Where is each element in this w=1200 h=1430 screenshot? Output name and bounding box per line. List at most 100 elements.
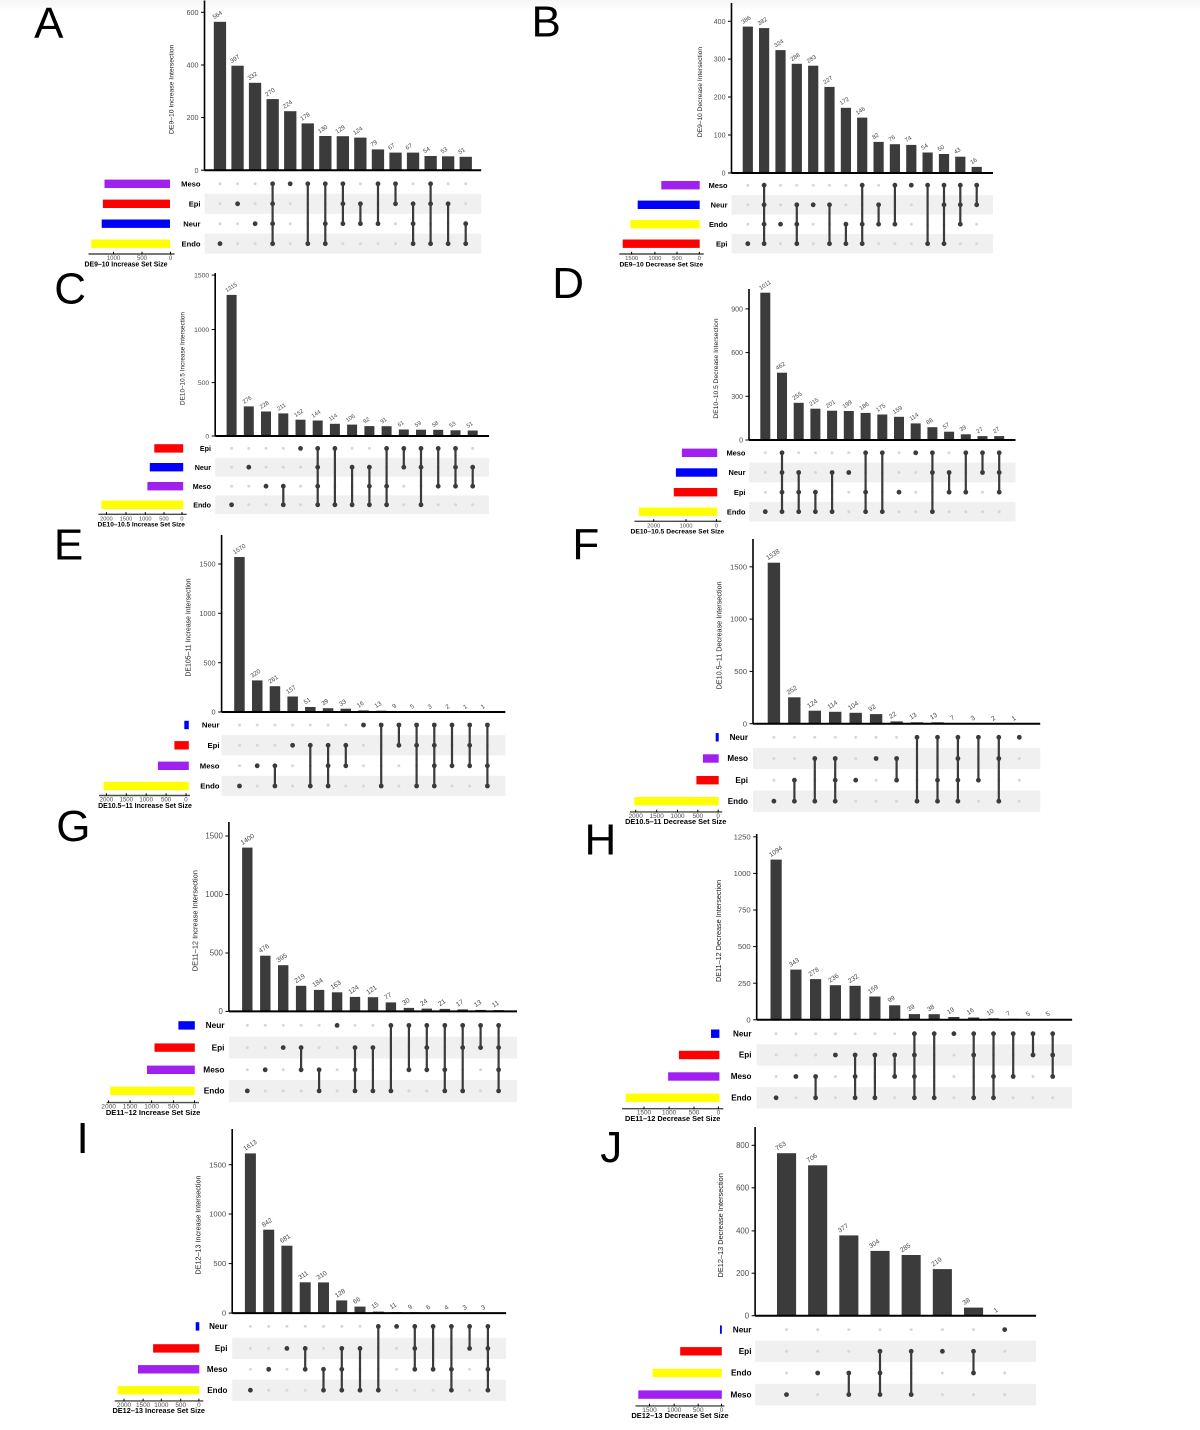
svg-text:106: 106 (345, 414, 356, 424)
svg-text:300: 300 (714, 57, 726, 64)
svg-text:400: 400 (736, 1227, 750, 1236)
svg-text:4: 4 (443, 1304, 450, 1312)
svg-text:1000: 1000 (139, 797, 153, 804)
svg-text:1000: 1000 (139, 516, 152, 522)
svg-text:Neur: Neur (730, 733, 749, 742)
svg-text:51: 51 (457, 146, 467, 156)
svg-text:1000: 1000 (205, 890, 223, 899)
svg-text:DE10–10.5 Decrease Intersectio: DE10–10.5 Decrease Intersection (713, 318, 720, 418)
svg-text:278: 278 (808, 966, 821, 978)
svg-text:1500: 1500 (120, 797, 134, 804)
svg-text:7: 7 (1005, 1010, 1012, 1018)
svg-text:Endo: Endo (193, 502, 211, 510)
svg-text:Endo: Endo (204, 1086, 225, 1096)
svg-text:DE12–13 Increase Intersection: DE12–13 Increase Intersection (194, 1175, 203, 1274)
svg-text:157: 157 (285, 684, 298, 696)
svg-text:320: 320 (250, 668, 263, 680)
svg-text:500: 500 (738, 942, 751, 951)
svg-text:1000: 1000 (144, 1104, 159, 1111)
svg-text:500: 500 (168, 1104, 179, 1111)
svg-text:175: 175 (875, 403, 887, 414)
svg-text:Neur: Neur (183, 219, 200, 228)
svg-text:400: 400 (187, 61, 199, 70)
svg-text:104: 104 (847, 700, 860, 712)
svg-text:500: 500 (693, 1407, 704, 1414)
svg-text:2000: 2000 (629, 813, 644, 820)
svg-text:1: 1 (1011, 715, 1018, 723)
svg-text:17: 17 (455, 999, 465, 1009)
svg-text:386: 386 (741, 15, 753, 26)
svg-text:750: 750 (738, 906, 751, 915)
svg-text:7: 7 (949, 714, 956, 722)
svg-text:1000: 1000 (670, 813, 685, 820)
svg-text:1: 1 (462, 703, 469, 711)
svg-text:11: 11 (491, 999, 501, 1009)
svg-text:39: 39 (959, 424, 968, 433)
svg-text:I: I (77, 1114, 89, 1163)
svg-text:0: 0 (197, 1402, 201, 1409)
svg-text:215: 215 (809, 397, 821, 408)
svg-text:51: 51 (303, 696, 313, 706)
svg-text:DE11–12 Decrease Set Size: DE11–12 Decrease Set Size (625, 1114, 720, 1123)
svg-text:288: 288 (790, 52, 802, 63)
svg-text:DE10–10.5 Increase Set Size: DE10–10.5 Increase Set Size (98, 522, 186, 529)
svg-text:2: 2 (444, 703, 451, 711)
svg-text:16: 16 (966, 1007, 976, 1017)
svg-text:310: 310 (316, 1270, 329, 1282)
svg-text:DE10.5–11 Increase Set Size: DE10.5–11 Increase Set Size (98, 803, 192, 810)
svg-text:DE10.5–11 Decrease Intersectio: DE10.5–11 Decrease Intersection (715, 581, 724, 689)
svg-text:Meso: Meso (200, 762, 220, 771)
svg-text:1000: 1000 (199, 609, 215, 618)
svg-text:Epi: Epi (716, 239, 728, 248)
svg-text:332: 332 (246, 70, 259, 82)
svg-text:88: 88 (926, 417, 935, 426)
svg-text:79: 79 (369, 139, 379, 149)
svg-text:500: 500 (689, 1110, 700, 1117)
svg-text:16: 16 (970, 157, 979, 166)
svg-text:0: 0 (195, 166, 199, 175)
svg-text:Meso: Meso (203, 1065, 224, 1075)
svg-text:E: E (54, 521, 83, 570)
svg-text:2000: 2000 (117, 1402, 132, 1409)
svg-text:255: 255 (792, 391, 804, 402)
svg-text:124: 124 (352, 125, 365, 137)
svg-text:1500: 1500 (637, 1110, 652, 1117)
svg-text:129: 129 (334, 124, 347, 136)
svg-text:382: 382 (757, 17, 769, 27)
svg-text:Neur: Neur (195, 464, 211, 472)
svg-text:1500: 1500 (199, 560, 215, 569)
svg-text:Epi: Epi (735, 776, 748, 785)
svg-text:0: 0 (743, 719, 747, 728)
svg-text:38: 38 (926, 1003, 936, 1013)
svg-text:39: 39 (320, 697, 330, 707)
svg-text:211: 211 (276, 403, 287, 413)
svg-text:24: 24 (419, 998, 429, 1008)
svg-text:27: 27 (976, 426, 985, 435)
svg-text:2000: 2000 (647, 523, 661, 529)
svg-text:397: 397 (229, 53, 242, 65)
svg-text:152: 152 (294, 409, 305, 419)
svg-text:A: A (34, 0, 64, 48)
svg-text:Neur: Neur (729, 468, 746, 477)
svg-text:13: 13 (908, 711, 918, 721)
svg-text:200: 200 (736, 1269, 750, 1278)
svg-text:1315: 1315 (225, 282, 239, 294)
svg-text:1500: 1500 (194, 273, 209, 280)
svg-text:500: 500 (692, 813, 703, 820)
svg-text:159: 159 (867, 984, 880, 996)
svg-text:3: 3 (462, 1304, 469, 1312)
svg-text:343: 343 (788, 957, 801, 969)
svg-text:53: 53 (449, 421, 458, 430)
svg-text:1: 1 (993, 1307, 1000, 1315)
svg-text:128: 128 (334, 1288, 347, 1300)
svg-text:30: 30 (401, 997, 411, 1007)
svg-text:21: 21 (437, 998, 447, 1008)
svg-text:DE11–12 Increase Intersection: DE11–12 Increase Intersection (191, 870, 200, 971)
svg-text:38: 38 (962, 1297, 972, 1307)
svg-text:67: 67 (387, 142, 397, 152)
svg-text:G: G (56, 802, 90, 851)
svg-text:0: 0 (180, 516, 183, 522)
svg-text:Epi: Epi (734, 488, 746, 497)
svg-text:2000: 2000 (100, 797, 114, 804)
svg-text:Endo: Endo (709, 220, 728, 229)
